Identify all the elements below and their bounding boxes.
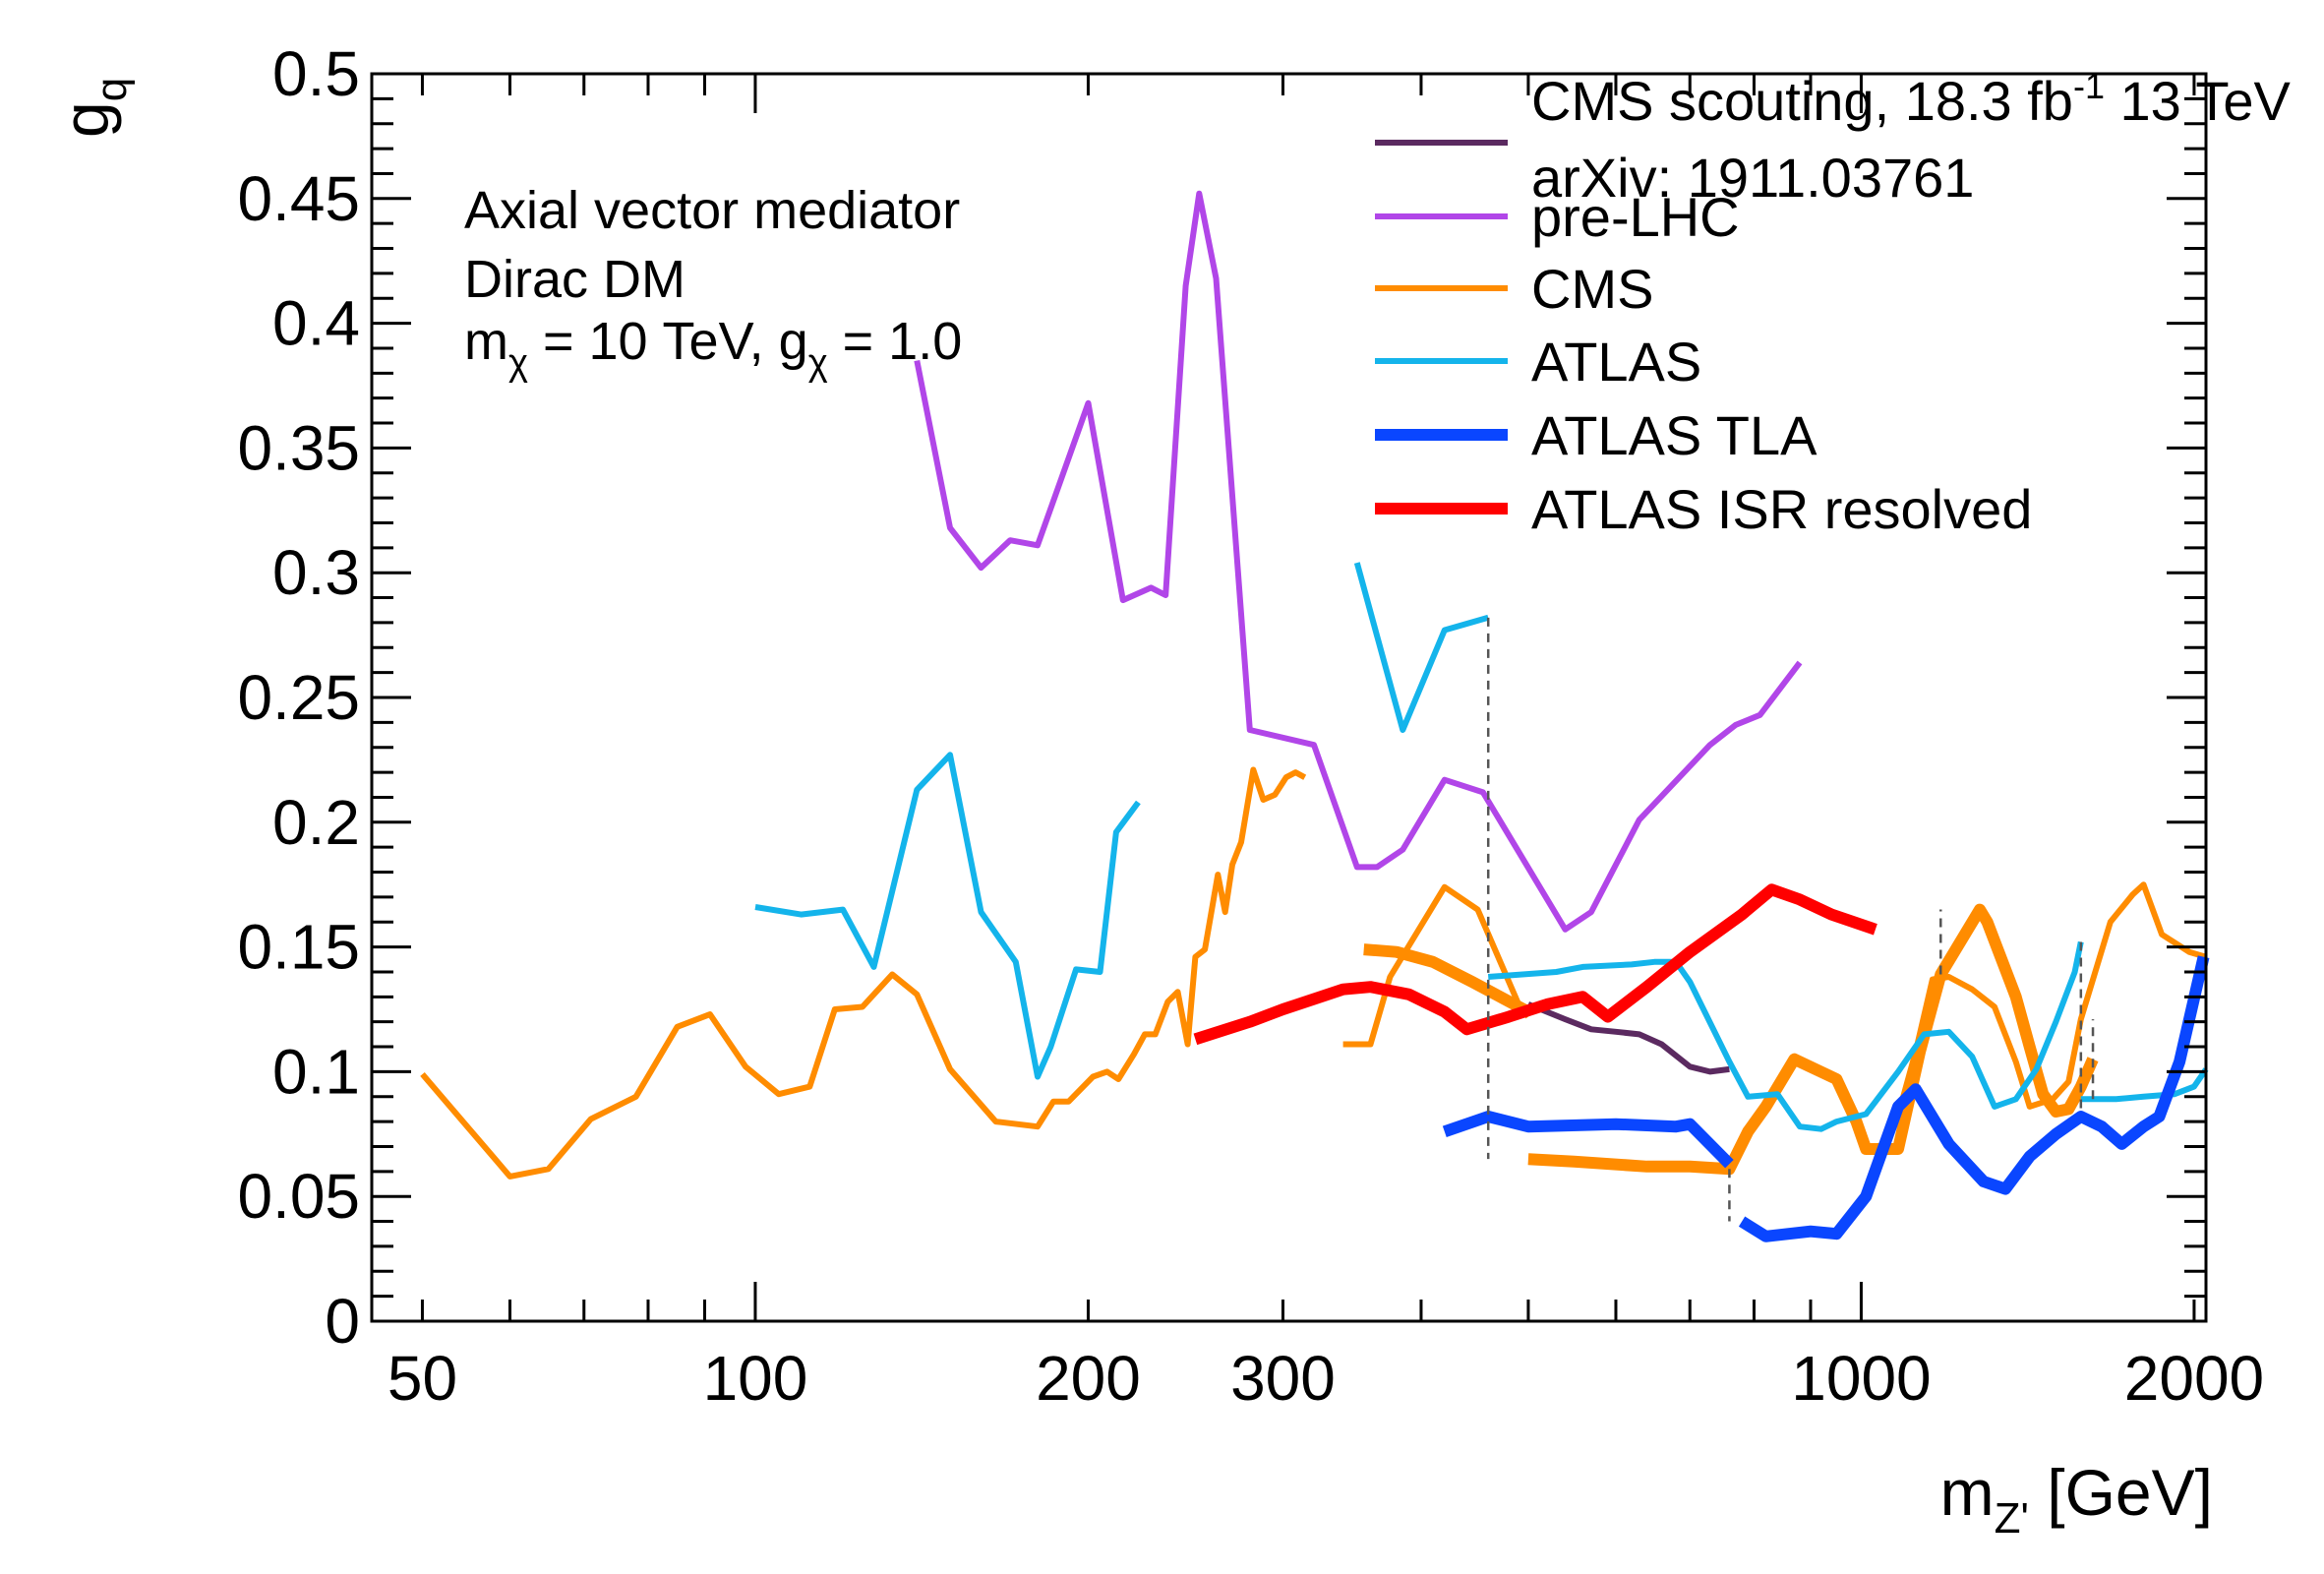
legend-label-atlas-isr-resolved: ATLAS ISR resolved	[1531, 478, 2032, 540]
model-annotation: Axial vector mediator Dirac DM mχ = 10 T…	[464, 181, 962, 384]
y-tick-label-0-4: 0.4	[272, 288, 360, 359]
x-tick-label-100: 100	[703, 1343, 808, 1414]
y-tick-label-0-35: 0.35	[237, 412, 360, 483]
x-tick-label-1000: 1000	[1791, 1343, 1931, 1414]
annotation-parameters: mχ = 10 TeV, gχ = 1.0	[464, 312, 962, 384]
x-tick-label-300: 300	[1230, 1343, 1336, 1414]
series-cms-segment-2	[1899, 881, 2207, 1110]
legend: CMS scouting, 18.3 fb-1 13 TeV arXiv: 19…	[1375, 66, 2292, 540]
dashed-connectors-layer	[1486, 617, 2095, 1222]
y-tick-label-0-2: 0.2	[272, 787, 360, 858]
x-axis-ticks: 50 100 200 300 1000 2000	[387, 74, 2264, 1414]
y-tick-label-0-5: 0.5	[272, 38, 360, 109]
curves-layer	[420, 190, 2210, 1242]
x-axis-title-main: m	[1940, 1456, 1995, 1529]
legend-label-cms-scouting-main: CMS scouting, 18.3 fb	[1531, 70, 2073, 132]
x-tick-label-2000: 2000	[2124, 1343, 2264, 1414]
legend-label-cms-scouting-sup: -1	[2073, 66, 2105, 106]
x-tick-label-200: 200	[1036, 1343, 1141, 1414]
series-atlas-segment-1	[1353, 562, 1490, 733]
y-tick-label-0: 0	[325, 1286, 360, 1357]
legend-label-cms-scouting: CMS scouting, 18.3 fb-1 13 TeV	[1531, 66, 2292, 132]
series-cms-thick-segment-1	[1527, 903, 2099, 1176]
y-tick-label-0-15: 0.15	[237, 912, 360, 983]
annotation-param-mid: = 10 TeV, g	[528, 312, 808, 371]
annotation-param-sub2: χ	[808, 342, 828, 384]
series-atlas-isr-resolved-segment-0	[1193, 883, 1877, 1046]
legend-label-atlas: ATLAS	[1531, 331, 1701, 393]
legend-label-cms: CMS	[1531, 258, 1653, 320]
legend-label-cms-scouting-tail: 13 TeV	[2105, 70, 2292, 132]
legend-label-atlas-tla: ATLAS TLA	[1531, 404, 1817, 466]
series-pre-lhc-segment-0	[914, 190, 1803, 933]
annotation-param-sub1: χ	[508, 342, 528, 384]
x-axis-title: mZ' [GeV]	[1940, 1456, 2213, 1543]
annotation-mediator: Axial vector mediator	[464, 181, 960, 240]
series-atlas-segment-0	[754, 752, 1141, 1080]
annotation-dm-type: Dirac DM	[464, 250, 685, 309]
series-cms-thick-segment-0	[1363, 943, 1531, 1017]
legend-label-pre-lhc: pre-LHC	[1531, 186, 1740, 248]
y-tick-label-0-25: 0.25	[237, 662, 360, 733]
y-axis-title-sub: q	[88, 78, 136, 101]
y-axis-ticks: 0 0.05 0.1 0.15 0.2 0.25 0.3 0.35 0.4 0.45 0.5	[237, 38, 2206, 1357]
y-tick-label-0-45: 0.45	[237, 163, 360, 234]
legend-label-cms-scouting-ref: arXiv: 1911.03761	[1531, 147, 1974, 209]
series-atlas-segment-2	[1487, 940, 2084, 1132]
y-tick-label-0-1: 0.1	[272, 1036, 360, 1107]
series-cms-scouting-segment-0	[1526, 1001, 1730, 1075]
x-axis-title-sub: Z'	[1995, 1494, 2029, 1543]
annotation-param-end: = 1.0	[828, 312, 963, 371]
series-atlas-tla-segment-1	[1738, 955, 2210, 1242]
series-cms-segment-0	[420, 766, 1307, 1180]
x-tick-label-50: 50	[387, 1343, 457, 1414]
series-atlas-segment-3	[2080, 1067, 2209, 1103]
y-tick-label-0-3: 0.3	[272, 537, 360, 608]
annotation-param-m: m	[464, 312, 508, 371]
series-atlas-tla-segment-0	[1442, 1111, 1734, 1169]
y-axis-title: gq	[49, 78, 136, 138]
y-tick-label-0-05: 0.05	[237, 1161, 360, 1232]
y-axis-title-main: g	[49, 101, 122, 138]
x-axis-title-unit: [GeV]	[2029, 1456, 2213, 1529]
